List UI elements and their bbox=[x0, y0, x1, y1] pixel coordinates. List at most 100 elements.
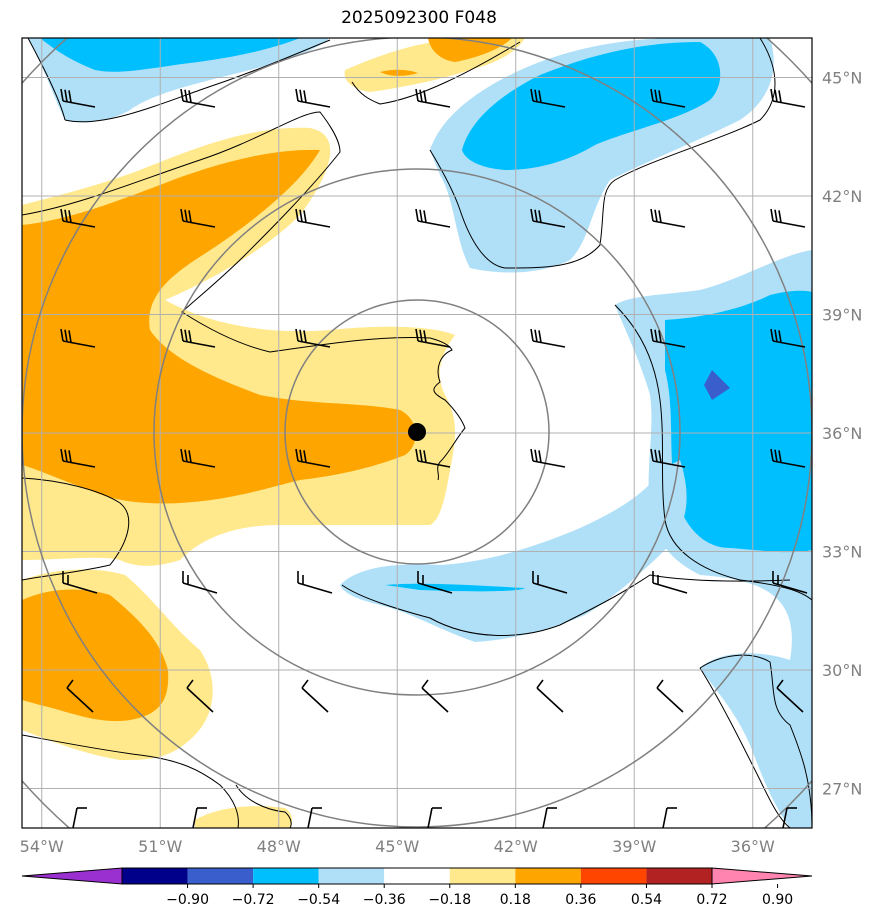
wind-barb bbox=[650, 88, 686, 108]
negative-anomaly-east-core bbox=[704, 370, 730, 400]
storm-center-marker bbox=[408, 423, 426, 441]
wind-barb bbox=[530, 448, 566, 468]
wind-barb bbox=[415, 448, 451, 468]
wind-barb bbox=[532, 571, 568, 594]
lon-label: 36°W bbox=[731, 837, 775, 856]
wind-barb bbox=[772, 571, 808, 594]
colorbar-bin bbox=[449, 868, 516, 884]
wind-barb bbox=[776, 679, 804, 713]
lon-label: 51°W bbox=[138, 837, 182, 856]
wind-barb bbox=[530, 88, 566, 108]
wind-barb bbox=[60, 208, 96, 228]
lat-label: 27°N bbox=[822, 780, 862, 799]
wind-barb bbox=[770, 88, 806, 108]
colorbar-bin bbox=[646, 868, 712, 884]
wind-barb bbox=[662, 807, 677, 828]
colorbar-label: 0.18 bbox=[500, 892, 531, 908]
wind-barb bbox=[650, 448, 686, 468]
anomaly-field bbox=[22, 38, 812, 828]
positive-anomaly-orange bbox=[22, 149, 416, 504]
range-ring bbox=[284, 299, 550, 565]
wind-barb bbox=[295, 208, 331, 228]
wind-barbs bbox=[60, 88, 808, 828]
axis-labels: 54°W 51°W 48°W 45°W 42°W 39°W 36°W 45°N 42°N 39°N… bbox=[20, 69, 863, 857]
wind-barb bbox=[301, 679, 329, 713]
wind-barb bbox=[656, 679, 684, 713]
wind-barb bbox=[415, 88, 451, 108]
wind-barb bbox=[180, 208, 216, 228]
lat-label: 36°N bbox=[822, 424, 862, 443]
colorbar-extend-low bbox=[21, 867, 123, 885]
wind-barb bbox=[421, 679, 449, 713]
wind-barb bbox=[652, 571, 688, 594]
wind-barb bbox=[192, 807, 207, 828]
lat-label: 45°N bbox=[822, 69, 862, 88]
negative-anomaly-east-dark bbox=[665, 290, 812, 553]
wind-barb bbox=[60, 88, 96, 108]
wind-barb bbox=[180, 328, 216, 348]
wind-barb bbox=[60, 328, 96, 348]
colorbar-bin bbox=[515, 868, 581, 884]
wind-barb bbox=[72, 807, 87, 828]
map-frame bbox=[21, 37, 813, 829]
negative-anomaly-northeast-dark bbox=[462, 42, 721, 170]
lat-label: 30°N bbox=[822, 661, 862, 680]
colorbar-extend-high bbox=[711, 867, 813, 885]
lat-label: 33°N bbox=[822, 543, 862, 562]
wind-barb bbox=[186, 679, 214, 713]
colorbar-bin bbox=[580, 868, 647, 884]
wind-barb bbox=[66, 679, 94, 713]
wind-barb bbox=[182, 571, 218, 594]
lon-label: 42°W bbox=[494, 837, 538, 856]
wind-barb bbox=[60, 448, 96, 468]
wind-barb bbox=[62, 571, 98, 594]
wind-barb bbox=[417, 571, 453, 594]
wind-barb bbox=[180, 88, 216, 108]
wind-barb bbox=[307, 807, 322, 828]
lon-label: 45°W bbox=[375, 837, 419, 856]
wind-barb bbox=[530, 328, 566, 348]
colorbar-frame bbox=[121, 867, 713, 885]
wind-barb bbox=[530, 208, 566, 228]
colorbar-label: 0.36 bbox=[565, 892, 596, 908]
colorbar-bin bbox=[187, 868, 254, 884]
lon-label: 48°W bbox=[257, 837, 301, 856]
colorbar-bin bbox=[384, 868, 450, 884]
colorbar-bin bbox=[122, 868, 188, 884]
colorbar-label: 0.54 bbox=[631, 892, 662, 908]
wind-barb bbox=[770, 328, 806, 348]
wind-barb bbox=[415, 208, 451, 228]
wind-barb bbox=[295, 88, 331, 108]
wind-barb bbox=[770, 208, 806, 228]
lon-label: 54°W bbox=[20, 837, 64, 856]
negative-anomaly-northwest-dark bbox=[40, 38, 300, 72]
lon-label: 39°W bbox=[612, 837, 656, 856]
range-ring bbox=[22, 38, 812, 828]
wind-barb bbox=[295, 328, 331, 348]
colorbar-label: −0.54 bbox=[297, 892, 340, 908]
lat-label: 42°N bbox=[822, 187, 862, 206]
wind-barb bbox=[415, 328, 451, 348]
colorbar-label: −0.90 bbox=[166, 892, 209, 908]
wind-barb bbox=[180, 448, 216, 468]
wind-barb bbox=[650, 208, 686, 228]
wind-barb bbox=[536, 679, 564, 713]
colorbar-bin bbox=[318, 868, 385, 884]
colorbar-label: 0.90 bbox=[762, 892, 793, 908]
colorbar-label: 0.72 bbox=[696, 892, 727, 908]
wind-barb bbox=[295, 448, 331, 468]
wind-barb bbox=[650, 328, 686, 348]
wind-barb bbox=[427, 807, 442, 828]
colorbar: −0.90 −0.72 −0.54 −0.36 −0.18 0.18 0.36 0.54 0.7… bbox=[21, 867, 813, 908]
wind-barb bbox=[770, 448, 806, 468]
wind-barb bbox=[297, 571, 333, 594]
wind-barb bbox=[542, 807, 557, 828]
range-ring bbox=[153, 168, 681, 696]
negative-anomaly-south-dark bbox=[385, 583, 525, 592]
colorbar-label: −0.36 bbox=[363, 892, 406, 908]
colorbar-label: −0.18 bbox=[428, 892, 471, 908]
positive-anomaly-bottom bbox=[195, 806, 293, 828]
colorbar-bin bbox=[253, 868, 319, 884]
